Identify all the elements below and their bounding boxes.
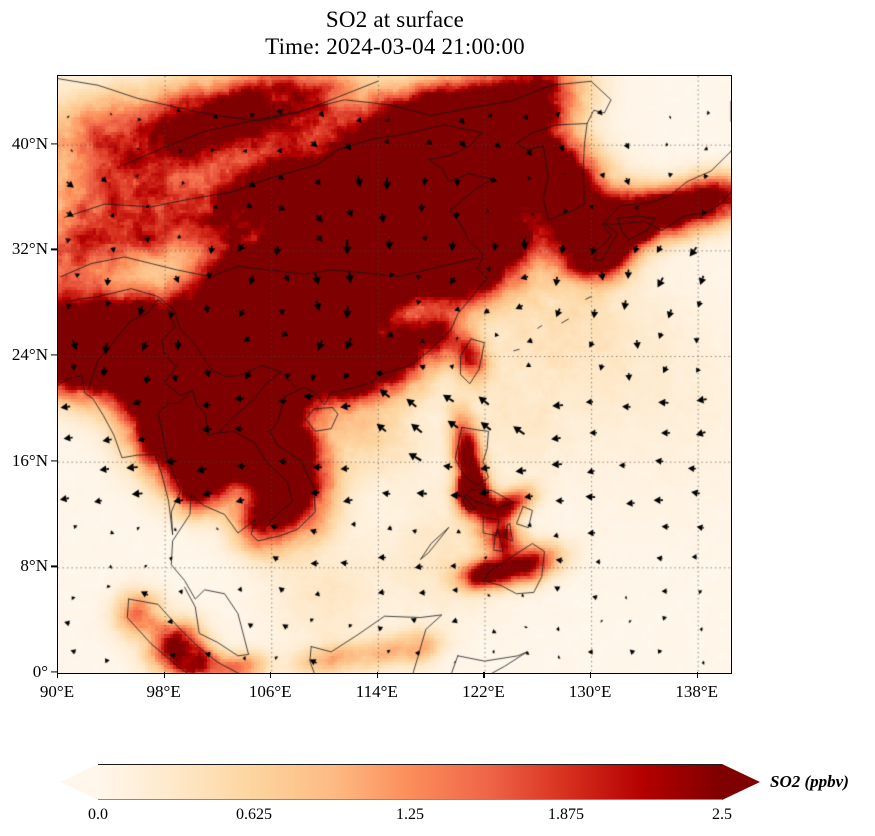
x-tick-label: 114°E: [355, 682, 398, 701]
y-tick-mark: [51, 248, 57, 250]
y-tick-label: 40°N: [11, 133, 48, 153]
chart-title-block: SO2 at surface Time: 2024-03-04 21:00:00: [0, 6, 790, 60]
y-tick-mark: [51, 565, 57, 567]
x-tick-mark: [270, 672, 272, 678]
x-tick-mark: [590, 672, 592, 678]
x-tick-label: 130°E: [568, 682, 612, 701]
y-tick-mark: [51, 354, 57, 356]
x-tick-label: 106°E: [248, 682, 292, 701]
x-tick-label: 138°E: [675, 682, 719, 701]
page-title: SO2 at surface: [325, 7, 465, 32]
x-tick-mark: [483, 672, 485, 678]
colorbar-over-arrow: [722, 764, 760, 800]
y-axis-tick-labels: 0° 8°N 16°N 24°N 32°N 40°N: [0, 0, 48, 836]
timestamp-title: Time: 2024-03-04 21:00:00: [265, 34, 525, 60]
x-tick-mark: [163, 672, 165, 678]
x-tick-label: 98°E: [146, 682, 181, 701]
colorbar: 0.0 0.625 1.25 1.875 2.5: [60, 764, 760, 823]
map-plot-area: [57, 75, 732, 674]
x-tick-mark: [376, 672, 379, 678]
colorbar-tick-label: 1.25: [396, 806, 424, 823]
x-tick-mark: [57, 672, 59, 678]
y-tick-mark: [51, 143, 57, 145]
x-tick-mark: [696, 672, 698, 678]
y-tick-mark: [51, 460, 57, 462]
x-tick-label: 122°E: [462, 682, 505, 701]
colorbar-unit-label: SO2 (ppbv): [770, 772, 849, 791]
colorbar-gradient: [98, 764, 722, 800]
y-tick-mark: [51, 671, 57, 673]
y-tick-label: 32°N: [11, 239, 48, 259]
colorbar-tick-label: 2.5: [712, 806, 732, 823]
y-tick-label: 16°N: [11, 450, 48, 470]
so2-heatmap-canvas: [58, 76, 731, 673]
colorbar-tick-label: 0.0: [88, 806, 108, 823]
colorbar-tick-label: 0.625: [236, 806, 272, 823]
x-tick-label: 90°E: [39, 682, 75, 701]
y-tick-label: 0°: [32, 662, 48, 681]
y-tick-label: 8°N: [20, 556, 48, 576]
colorbar-tick-label: 1.875: [548, 806, 584, 823]
colorbar-under-arrow: [60, 764, 98, 800]
y-tick-label: 24°N: [11, 345, 48, 364]
